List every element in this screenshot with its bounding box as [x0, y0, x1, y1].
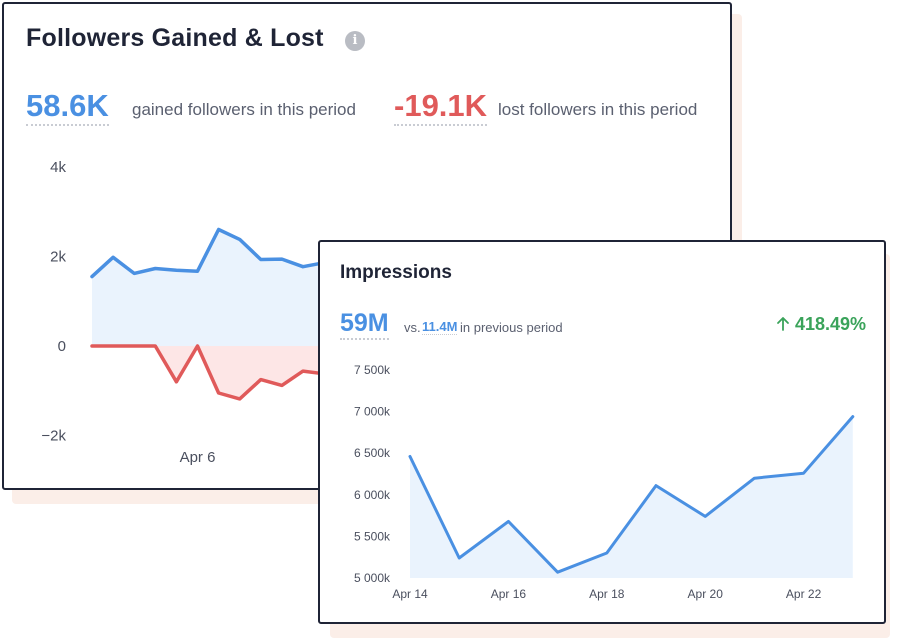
y-tick-label: 0: [58, 338, 66, 355]
y-tick-label: 7 000k: [354, 405, 391, 419]
x-tick-label: Apr 16: [491, 587, 527, 601]
lost-value: -19.1K: [394, 88, 488, 126]
x-tick-label: Apr 18: [589, 587, 625, 601]
previous-label: in previous period: [460, 320, 563, 335]
series-area: [410, 416, 853, 578]
gained-value: 58.6K: [26, 88, 109, 126]
impressions-title: Impressions: [340, 262, 452, 283]
y-tick-label: 6 000k: [354, 488, 391, 502]
y-tick-label: 2k: [50, 248, 66, 265]
x-tick-label: Apr 14: [392, 587, 428, 601]
series-area-lost: [92, 346, 325, 399]
followers-title: Followers Gained & Lost: [26, 24, 324, 52]
y-tick-label: 4k: [50, 159, 66, 176]
previous-value: 11.4M: [422, 319, 458, 335]
impressions-card: Impressions 59M vs. 11.4M in previous pe…: [318, 240, 886, 624]
series-area-gained: [92, 229, 325, 346]
info-icon[interactable]: i: [345, 31, 365, 51]
y-tick-label: −2k: [41, 428, 66, 445]
change-indicator: 418.49%: [775, 314, 866, 335]
y-tick-label: 7 500k: [354, 363, 391, 377]
x-tick-label: Apr 6: [180, 449, 216, 466]
vs-label: vs.: [404, 320, 421, 335]
x-tick-label: Apr 20: [688, 587, 724, 601]
series-line: [408, 415, 855, 574]
y-tick-label: 6 500k: [354, 446, 391, 460]
y-tick-label: 5 500k: [354, 529, 391, 543]
lost-label: lost followers in this period: [498, 100, 698, 119]
arrow-up-icon: [777, 317, 789, 331]
gained-label: gained followers in this period: [132, 100, 356, 119]
x-tick-label: Apr 22: [786, 587, 822, 601]
y-tick-label: 5 000k: [354, 571, 391, 585]
series-line-lost: [90, 344, 326, 401]
change-value: 418.49%: [794, 314, 866, 334]
followers-chart: 4k 2k 0 −2k Apr 6: [41, 159, 326, 466]
impressions-total: 59M: [340, 308, 389, 340]
series-line-gained: [90, 227, 326, 279]
